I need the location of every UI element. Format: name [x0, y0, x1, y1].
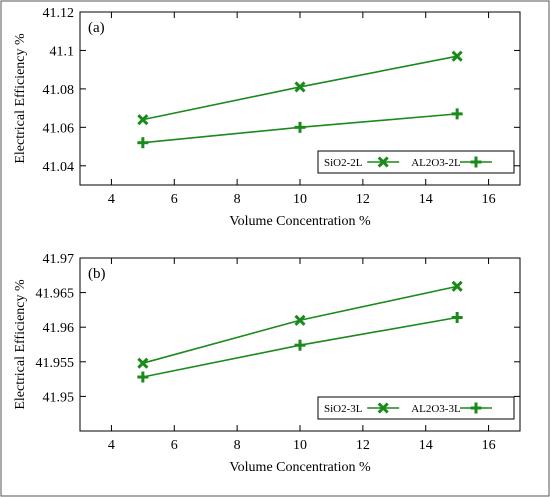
legend-marker-1 — [470, 156, 482, 168]
y-tick-label: 41.1 — [50, 44, 75, 59]
x-tick-label: 16 — [482, 438, 496, 453]
panel-label: (a) — [88, 20, 105, 36]
legend-label-0: SiO2-3L — [324, 403, 363, 415]
x-tick-label: 14 — [419, 438, 433, 453]
x-tick-label: 6 — [171, 438, 178, 453]
data-point-SiO2-2L-1 — [294, 81, 306, 93]
x-tick-label: 10 — [293, 192, 307, 207]
legend-marker-0 — [377, 156, 389, 168]
data-point-SiO2-3L-1-stroke-2 — [294, 314, 306, 326]
y-axis-label: Electrical Efficiency % — [13, 279, 28, 410]
data-point-AL2O3-2L-1 — [294, 121, 306, 133]
legend-marker-0-stroke-2 — [377, 156, 389, 168]
legend-label-1: AL2O3-3L — [411, 403, 461, 415]
data-point-SiO2-3L-1 — [294, 314, 306, 326]
x-tick-label: 10 — [293, 438, 307, 453]
panel-a: 4 6 8 10 12 14 16 41.04 41.06 41.08 41.1 41.12 Volum… — [13, 6, 521, 229]
x-tick-label: 8 — [234, 192, 241, 207]
x-axis-label: Volume Concentration % — [229, 214, 371, 229]
y-tick-label: 41.96 — [43, 321, 75, 336]
x-tick-label: 4 — [108, 438, 115, 453]
x-tick-label: 12 — [356, 192, 370, 207]
legend-box — [317, 150, 515, 174]
y-tick-label: 41.955 — [36, 356, 75, 371]
data-point-SiO2-3L-2 — [451, 280, 463, 292]
data-point-SiO2-3L-0-stroke-2 — [137, 357, 149, 369]
data-point-SiO2-3L-2-stroke-2 — [451, 280, 463, 292]
data-point-SiO2-3L-0 — [137, 357, 149, 369]
panel-label: (b) — [88, 266, 106, 282]
legend-label-1: AL2O3-2L — [411, 157, 461, 169]
data-point-SiO2-2L-2-stroke-2 — [451, 50, 463, 62]
x-tick-label: 14 — [419, 192, 433, 207]
y-tick-label: 41.97 — [43, 252, 75, 267]
data-point-AL2O3-2L-2 — [451, 108, 463, 120]
legend: SiO2-3L AL2O3-3L — [317, 396, 515, 420]
y-tick-label: 41.965 — [36, 287, 75, 302]
legend-box — [317, 396, 515, 420]
data-point-SiO2-2L-2 — [451, 50, 463, 62]
legend-label-0: SiO2-2L — [324, 157, 363, 169]
x-tick-label: 16 — [482, 192, 496, 207]
y-tick-label: 41.12 — [43, 6, 75, 21]
data-point-SiO2-2L-0 — [137, 114, 149, 126]
x-tick-label: 6 — [171, 192, 178, 207]
y-tick-label: 41.06 — [43, 121, 75, 136]
legend: SiO2-2L AL2O3-2L — [317, 150, 515, 174]
legend-marker-0-stroke-2 — [377, 402, 389, 414]
panel-b: 4 6 8 10 12 14 16 41.95 41.955 41.96 41.965 41.97 Vo… — [13, 252, 521, 475]
data-point-SiO2-2L-1-stroke-2 — [294, 81, 306, 93]
x-tick-label: 4 — [108, 192, 115, 207]
legend-marker-1 — [470, 402, 482, 414]
data-point-AL2O3-3L-0 — [137, 371, 149, 383]
legend-marker-0 — [377, 402, 389, 414]
data-point-AL2O3-3L-1 — [294, 339, 306, 351]
y-tick-label: 41.04 — [43, 160, 75, 175]
x-tick-label: 8 — [234, 438, 241, 453]
y-tick-label: 41.08 — [43, 83, 75, 98]
x-axis-label: Volume Concentration % — [229, 460, 371, 475]
data-point-AL2O3-3L-2 — [451, 312, 463, 324]
y-axis-label: Electrical Efficiency % — [13, 33, 28, 164]
x-tick-label: 12 — [356, 438, 370, 453]
y-tick-label: 41.95 — [43, 390, 75, 405]
data-point-AL2O3-2L-0 — [137, 137, 149, 149]
data-point-SiO2-2L-0-stroke-2 — [137, 114, 149, 126]
